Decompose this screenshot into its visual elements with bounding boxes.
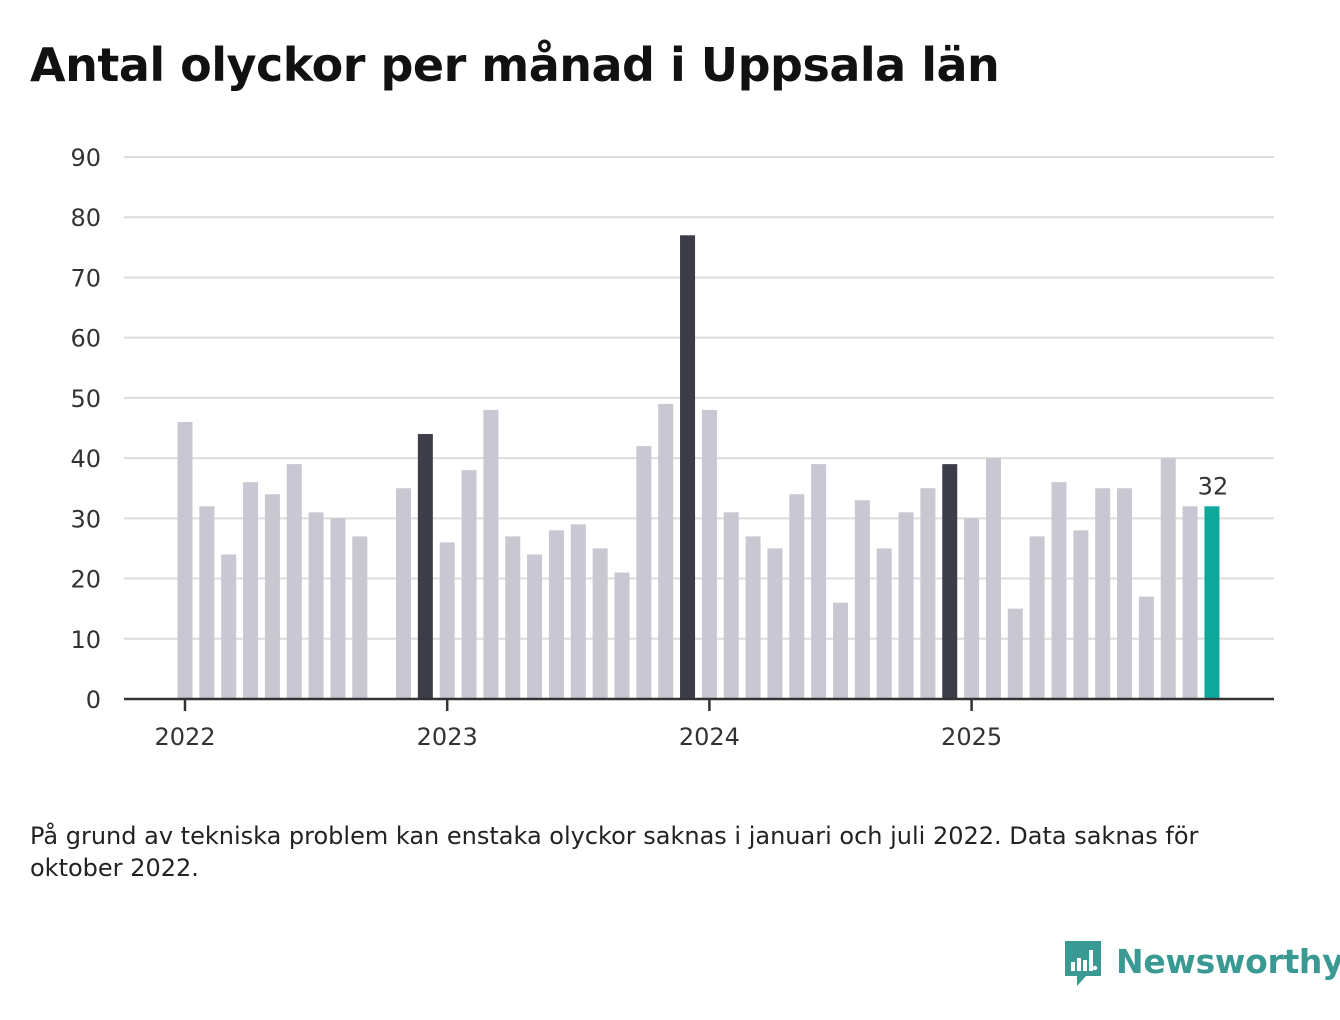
bar-2022-03 [221, 554, 237, 699]
footnote: På grund av tekniska problem kan enstaka… [30, 822, 1199, 882]
data-label-2025-12: 32 [1198, 472, 1229, 500]
bar-2025-01 [964, 518, 980, 699]
bar-2023-09 [614, 572, 630, 699]
bar-2023-08 [592, 548, 608, 699]
bar-2022-08 [330, 518, 346, 699]
bar-2023-11 [658, 403, 674, 699]
y-axis: 0 10 20 30 40 50 60 70 80 90 [70, 144, 101, 714]
y-tick-label: 0 [86, 686, 101, 714]
bar-2022-09 [352, 536, 368, 699]
bar-2024-09 [876, 548, 892, 699]
bar-2025-02 [985, 458, 1001, 699]
y-tick-label: 80 [70, 204, 101, 232]
bar-2022-07 [308, 512, 324, 699]
bars [177, 235, 1220, 700]
y-tick-label: 60 [70, 325, 101, 353]
bar-2023-10 [636, 446, 652, 699]
y-tick-label: 20 [70, 566, 101, 594]
bar-2025-04 [1029, 536, 1045, 699]
bar-2025-05 [1051, 482, 1067, 699]
y-tick-label: 40 [70, 445, 101, 473]
bar-2024-01 [701, 409, 717, 699]
bar-2023-06 [548, 530, 564, 699]
bar-2024-04 [767, 548, 783, 699]
bar-2025-09 [1138, 596, 1154, 699]
bar-2024-03 [745, 536, 761, 699]
x-tick-label: 2024 [679, 723, 740, 751]
bar-2025-08 [1117, 488, 1133, 699]
y-tick-label: 10 [70, 626, 101, 654]
bar-chart: 0 10 20 30 40 50 60 70 80 90 2022 2023 2024 2025 32 [70, 144, 1274, 751]
x-tick-label: 2025 [941, 723, 1002, 751]
bar-2023-05 [527, 554, 543, 699]
bar-2024-10 [898, 512, 914, 699]
bar-2022-02 [199, 506, 215, 699]
bar-2024-02 [723, 512, 739, 699]
bar-2023-03 [483, 409, 499, 699]
bar-2024-08 [854, 500, 870, 699]
bar-2022-04 [243, 482, 259, 699]
bar-2025-03 [1007, 608, 1023, 699]
bar-2022-01 [177, 421, 193, 699]
bar-2025-10 [1160, 458, 1176, 699]
bar-2024-11 [920, 488, 936, 699]
y-tick-label: 50 [70, 385, 101, 413]
bar-2022-05 [264, 494, 280, 699]
bar-2024-06 [811, 464, 827, 699]
bar-2023-12 [680, 235, 696, 700]
y-tick-label: 30 [70, 505, 101, 533]
x-tick-label: 2022 [154, 723, 215, 751]
data-labels: 32 [1198, 472, 1229, 500]
bar-2024-05 [789, 494, 805, 699]
bar-2022-12 [417, 434, 433, 699]
newsworthy-logo[interactable]: Newsworthy [1062, 938, 1340, 992]
bar-2025-07 [1095, 488, 1111, 699]
x-tick-label: 2023 [417, 723, 478, 751]
bar-2023-07 [570, 524, 586, 699]
bar-2025-11 [1182, 506, 1198, 699]
bar-2022-06 [286, 464, 302, 699]
x-axis: 2022 2023 2024 2025 [124, 697, 1274, 751]
bar-2024-12 [942, 464, 958, 699]
bar-2025-12 [1204, 506, 1220, 699]
chart-title: Antal olyckor per månad i Uppsala län [30, 38, 1000, 92]
y-tick-label: 90 [70, 144, 101, 172]
newsworthy-logo-icon [1065, 941, 1101, 986]
bar-2023-04 [505, 536, 521, 699]
bar-2024-07 [833, 602, 848, 699]
bar-2023-02 [461, 470, 477, 699]
bar-2025-06 [1073, 530, 1089, 699]
bar-2022-11 [396, 488, 411, 699]
bar-2023-01 [439, 542, 455, 699]
y-tick-label: 70 [70, 264, 101, 292]
newsworthy-wordmark: Newsworthy [1116, 942, 1340, 981]
